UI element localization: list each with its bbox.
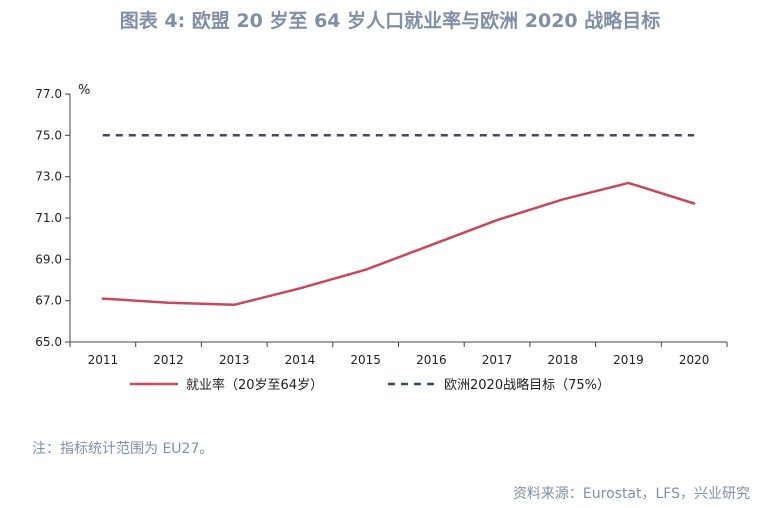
- x-tick-label: 2017: [482, 353, 513, 367]
- x-tick-label: 2012: [153, 353, 184, 367]
- x-tick-label: 2016: [416, 353, 447, 367]
- x-tick-label: 2013: [219, 353, 250, 367]
- y-tick-label: 69.0: [35, 252, 62, 266]
- series-line: [101, 181, 696, 307]
- y-tick-label: 65.0: [35, 335, 62, 349]
- y-tick-label: 73.0: [35, 170, 62, 184]
- y-tick-label: 71.0: [35, 211, 62, 225]
- line-chart: 65.0 67.0 69.0 71.0 73.0 75.0 77.0 2011 2012 2013…: [35, 83, 728, 393]
- legend-label: 就业率（20岁至64岁）: [186, 377, 323, 393]
- footnote: 注：指标统计范围为 EU27。: [32, 441, 214, 457]
- chart-title: 图表 4: 欧盟 20 岁至 64 岁人口就业率与欧洲 2020 战略目标: [119, 10, 661, 32]
- x-tick-label: 2014: [285, 353, 316, 367]
- x-tick-label: 2018: [547, 353, 578, 367]
- x-tick-label: 2011: [88, 353, 119, 367]
- y-tick-label: 75.0: [35, 128, 62, 142]
- y-unit-label: %: [78, 83, 90, 98]
- legend-label: 欧洲2020战略目标（75%）: [444, 377, 610, 393]
- x-tick-label: 2020: [679, 353, 710, 367]
- axes: 65.0 67.0 69.0 71.0 73.0 75.0 77.0 2011 2012 2013…: [35, 83, 728, 367]
- y-tick-label: 67.0: [35, 294, 62, 308]
- x-tick-label: 2019: [613, 353, 644, 367]
- source-note: 资料来源：Eurostat，LFS，兴业研究: [512, 486, 750, 502]
- x-tick-label: 2015: [350, 353, 381, 367]
- y-tick-label: 77.0: [35, 87, 62, 101]
- series-layer: [101, 134, 696, 307]
- legend: 就业率（20岁至64岁） 欧洲2020战略目标（75%）: [130, 377, 610, 393]
